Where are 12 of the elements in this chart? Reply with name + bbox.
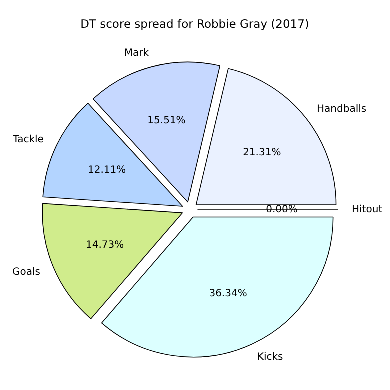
slice-label: Handballs — [317, 104, 367, 116]
slice-label: Goals — [12, 267, 41, 278]
data-label: 15.51% — [148, 116, 186, 127]
data-label: 36.34% — [209, 288, 248, 300]
data-label: 12.11% — [88, 164, 126, 176]
slice-label: Kicks — [257, 352, 284, 364]
chart-title: DT score spread for Robbie Gray (2017) — [80, 17, 310, 31]
data-label: 14.73% — [86, 240, 124, 252]
category-label: Hitout — [352, 204, 383, 216]
data-label: 21.31% — [243, 148, 282, 159]
slice-label: Tackle — [12, 134, 44, 146]
slice-label: Mark — [124, 48, 150, 59]
